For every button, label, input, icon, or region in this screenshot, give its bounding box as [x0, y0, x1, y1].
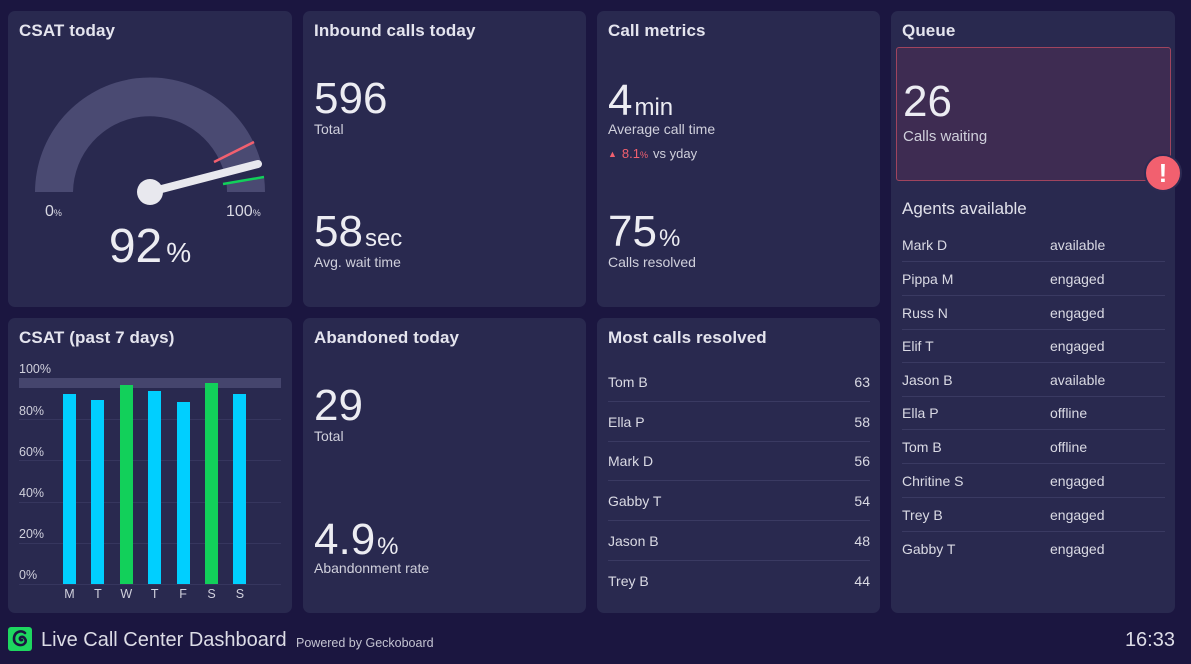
- bar-2: [119, 385, 133, 584]
- y-tick: 0%: [19, 568, 38, 582]
- abandonment-rate-value: 4.9%: [314, 515, 399, 564]
- x-tick: M: [64, 587, 75, 601]
- y-tick: 80%: [19, 404, 45, 418]
- trend-indicator: ▲ 8.1% vs yday: [608, 146, 697, 161]
- leaderboard-row: Trey B 44: [608, 573, 870, 589]
- csat-bar-chart: 100% 80% 60% 40% 20% 0% M T W T F S S: [8, 318, 292, 613]
- x-tick: S: [207, 587, 216, 601]
- panel-abandoned: Abandoned today 29 Total 4.9% Abandonmen…: [303, 318, 586, 613]
- alert-icon: !: [1144, 154, 1182, 192]
- y-tick: 40%: [19, 486, 45, 500]
- avg-wait-value: 58sec: [314, 207, 403, 256]
- bar-3: [148, 391, 162, 584]
- abandoned-total-value: 29: [314, 381, 363, 430]
- bar-5: [205, 383, 218, 584]
- y-tick: 20%: [19, 527, 45, 541]
- panel-title: CSAT (past 7 days): [19, 328, 175, 347]
- agents-heading: Agents available: [902, 199, 1027, 218]
- red-threshold-marker: [213, 140, 255, 164]
- bar-4: [176, 401, 190, 584]
- y-tick: 60%: [19, 445, 45, 459]
- calls-waiting-alert-box: 26 Calls waiting: [896, 47, 1171, 181]
- gauge-needle: [146, 160, 262, 196]
- geckoboard-logo-icon: [8, 627, 32, 651]
- bar-0: [63, 393, 76, 584]
- panel-csat-7days: CSAT (past 7 days) 100% 80% 60% 40% 20% …: [8, 318, 292, 613]
- green-threshold-marker: [222, 175, 265, 186]
- x-tick: F: [179, 587, 187, 601]
- trend-up-icon: ▲: [608, 148, 617, 159]
- panel-title: Most calls resolved: [608, 328, 767, 347]
- panel-csat-today: CSAT today 0% 100% 92%: [8, 11, 292, 307]
- bar-1: [91, 399, 105, 584]
- panel-title: Call metrics: [608, 21, 706, 40]
- dashboard-title: Live Call Center Dashboard: [41, 629, 287, 651]
- gauge-min-label: 0%: [45, 203, 62, 220]
- bar-6: [233, 393, 247, 584]
- inbound-total-value: 596: [314, 74, 388, 123]
- abandonment-rate-label: Abandonment rate: [314, 560, 430, 576]
- calls-resolved-label: Calls resolved: [608, 254, 696, 270]
- gauge-max-label: 100%: [226, 203, 261, 220]
- leaderboard-row: Tom B 63: [608, 362, 870, 402]
- leaderboard-row: Ella P 58: [608, 402, 870, 442]
- abandoned-total-label: Total: [314, 428, 344, 444]
- csat-gauge: [35, 77, 265, 205]
- panel-queue: Queue 26 Calls waiting ! Agents availabl…: [891, 11, 1182, 613]
- leaderboard-row: Gabby T 54: [608, 481, 870, 521]
- x-tick: T: [94, 587, 102, 601]
- target-band: [19, 378, 281, 388]
- avg-call-time-value: 4min: [608, 76, 674, 125]
- panel-most-resolved: Most calls resolved Tom B 63 Ella P 58 Mar…: [597, 318, 880, 613]
- y-tick: 100%: [19, 362, 51, 376]
- trend-value: 8.1%: [621, 146, 649, 161]
- calls-waiting-value: 26: [903, 77, 952, 126]
- clock: 16:33: [1124, 629, 1175, 651]
- inbound-total-label: Total: [314, 121, 344, 137]
- x-tick: T: [150, 587, 159, 601]
- calls-waiting-label: Calls waiting: [903, 128, 988, 145]
- panel-title: Abandoned today: [314, 328, 460, 347]
- panel-call-metrics: Call metrics 4min Average call time ▲ 8.…: [597, 11, 880, 307]
- panel-inbound-calls: Inbound calls today 596 Total 58sec Avg.…: [303, 11, 586, 307]
- leaderboard-row: Mark D 56: [608, 442, 870, 481]
- panel-title: Inbound calls today: [314, 21, 476, 40]
- trend-label: vs yday: [653, 146, 698, 161]
- avg-call-time-label: Average call time: [608, 121, 716, 137]
- x-tick: S: [235, 587, 245, 601]
- leaderboard-row: Jason B 48: [608, 521, 870, 561]
- panel-title: Queue: [902, 21, 956, 40]
- x-tick: W: [120, 587, 133, 601]
- calls-resolved-value: 75%: [608, 207, 681, 256]
- csat-today-value: 92%: [108, 220, 192, 273]
- powered-by: Powered by Geckoboard: [296, 636, 434, 650]
- footer: Live Call Center Dashboard Powered by Ge…: [0, 619, 1191, 664]
- avg-wait-label: Avg. wait time: [314, 254, 401, 270]
- panel-title: CSAT today: [19, 21, 116, 40]
